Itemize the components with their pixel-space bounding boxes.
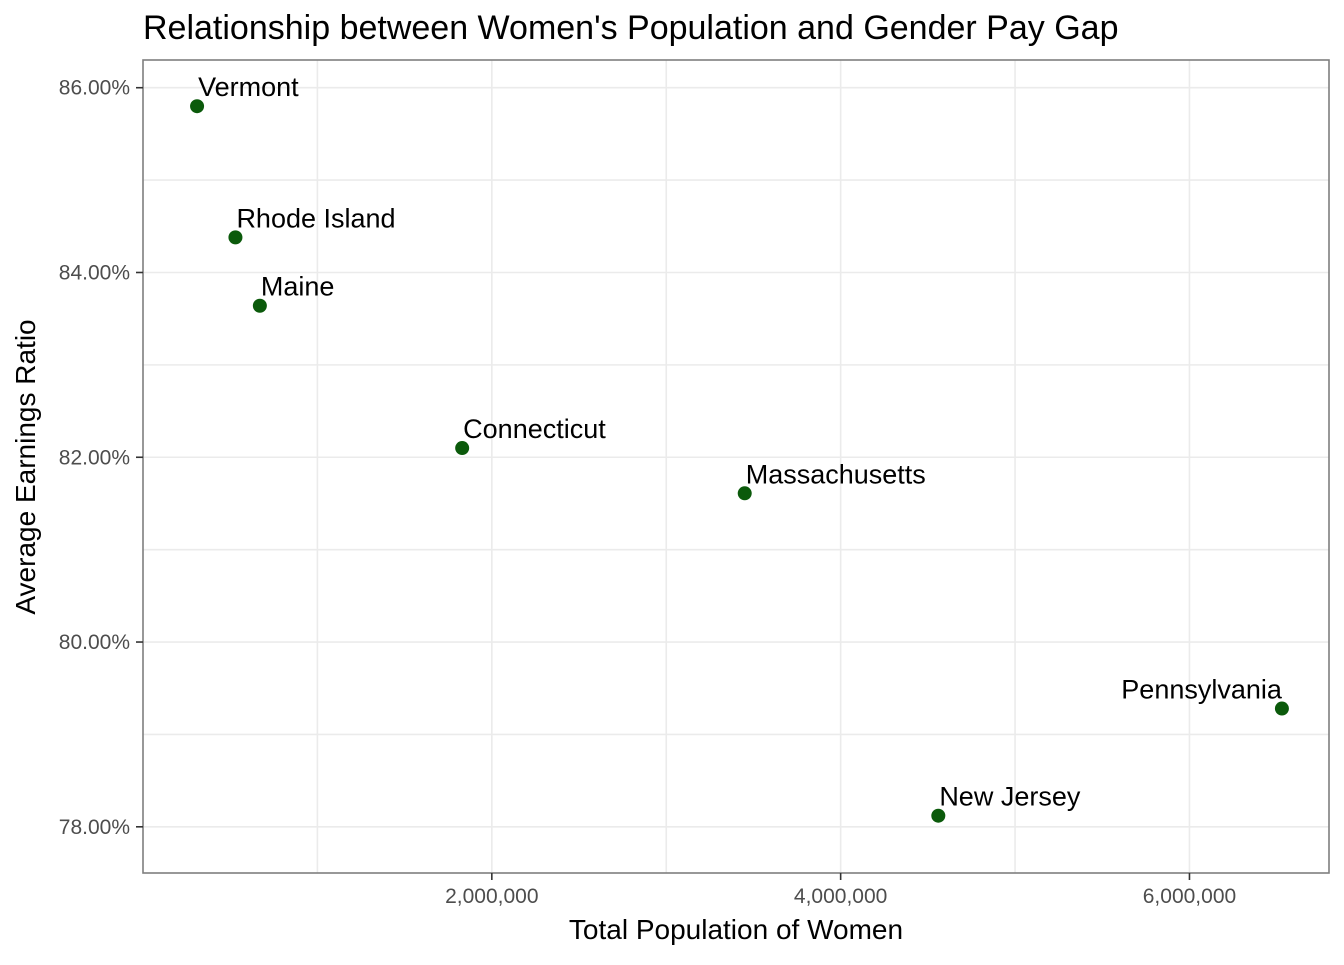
data-point — [931, 808, 946, 823]
chart-title: Relationship between Women's Population … — [143, 9, 1118, 47]
y-tick-label: 86.00% — [59, 77, 130, 100]
point-label: Rhode Island — [236, 203, 395, 233]
data-point — [455, 441, 470, 456]
y-tick-label: 82.00% — [59, 446, 130, 469]
point-label: Vermont — [198, 72, 299, 102]
data-points — [190, 99, 1289, 823]
point-label: Massachusetts — [746, 459, 926, 489]
point-label: Connecticut — [463, 414, 606, 444]
y-tick-label: 84.00% — [59, 261, 130, 284]
point-label: Maine — [261, 272, 335, 302]
point-label: Pennsylvania — [1121, 675, 1283, 705]
point-label: New Jersey — [939, 782, 1081, 812]
y-axis-title: Average Earnings Ratio — [10, 319, 41, 614]
point-labels: Vermont Rhode Island Maine Connecticut Massa… — [198, 72, 1283, 812]
data-point — [737, 486, 752, 501]
y-tick-label: 80.00% — [59, 631, 130, 654]
axes: 2,000,000 4,000,000 6,000,000 78.00% 80.00% 8… — [59, 77, 1236, 908]
data-point — [228, 230, 243, 245]
x-tick-label: 2,000,000 — [445, 885, 538, 908]
data-point — [190, 99, 205, 114]
x-axis-title: Total Population of Women — [569, 914, 903, 945]
grid — [143, 60, 1329, 873]
x-tick-label: 6,000,000 — [1143, 885, 1236, 908]
x-tick-label: 4,000,000 — [794, 885, 887, 908]
y-tick-label: 78.00% — [59, 816, 130, 839]
data-point — [1274, 701, 1289, 716]
plot-panel-border — [142, 59, 1330, 874]
data-point — [252, 298, 267, 313]
